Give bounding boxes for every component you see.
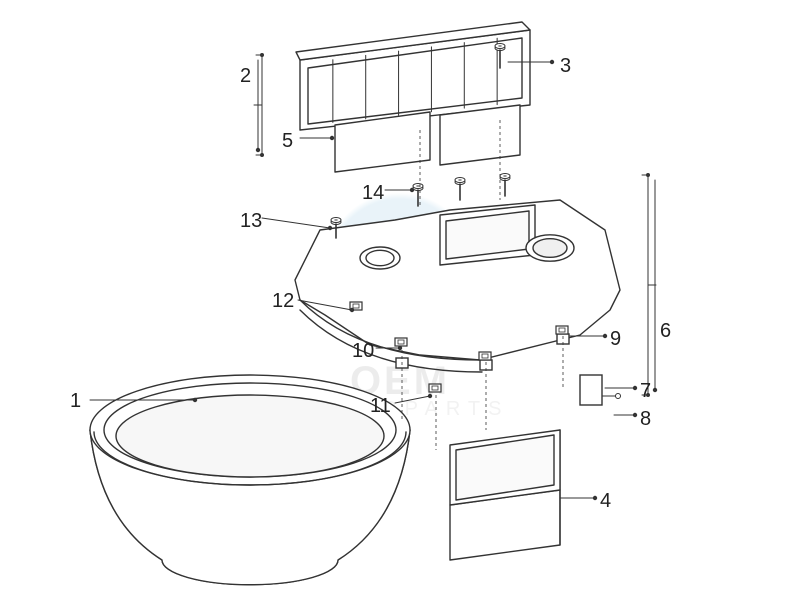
callout-14: 14 <box>362 182 384 205</box>
callout-11: 11 <box>370 395 391 418</box>
callout-2: 2 <box>240 65 251 88</box>
callout-7: 7 <box>640 380 651 403</box>
callout-4: 4 <box>600 490 611 513</box>
callout-8: 8 <box>640 408 651 431</box>
diagram-canvas: OEM MOTORPARTS 1234567891011121314 <box>0 0 800 600</box>
callout-13: 13 <box>240 210 262 233</box>
callout-10: 10 <box>352 340 374 363</box>
callout-6: 6 <box>660 320 671 343</box>
callout-9: 9 <box>610 328 621 351</box>
callout-5: 5 <box>282 130 293 153</box>
callout-12: 12 <box>272 290 294 313</box>
callout-1: 1 <box>70 390 81 413</box>
parts-drawing <box>0 0 800 600</box>
callout-3: 3 <box>560 55 571 78</box>
